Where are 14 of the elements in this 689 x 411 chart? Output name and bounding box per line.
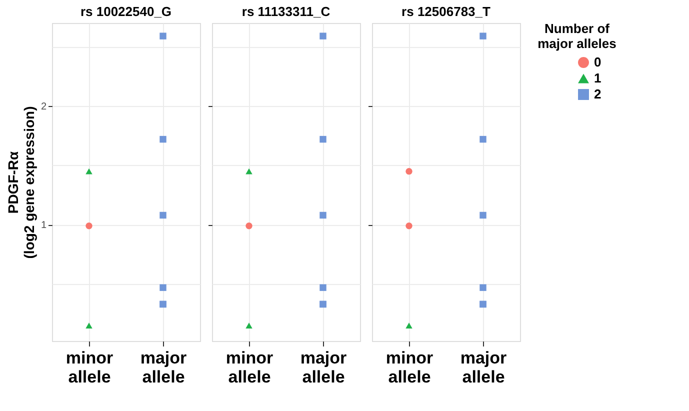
y-axis-title: PDGF-Rα (log2 gene expression): [4, 106, 37, 259]
x-tick-label: major allele: [300, 348, 348, 386]
chart-title: rs 11133311_C: [242, 4, 331, 19]
chart-title: rs 12506783_T: [402, 4, 491, 19]
x-tick-label: major allele: [140, 348, 188, 386]
x-tick-label: minor allele: [66, 348, 114, 386]
legend-label: 0: [594, 54, 602, 70]
x-tick-label: minor allele: [386, 348, 434, 386]
x-tick-label: major allele: [460, 348, 508, 386]
x-tick-label: minor allele: [226, 348, 274, 386]
legend-label: 2: [594, 86, 602, 102]
legend-label: 1: [594, 70, 602, 86]
legend-title: Number of major alleles: [538, 21, 616, 51]
chart-title: rs 10022540_G: [80, 4, 172, 19]
